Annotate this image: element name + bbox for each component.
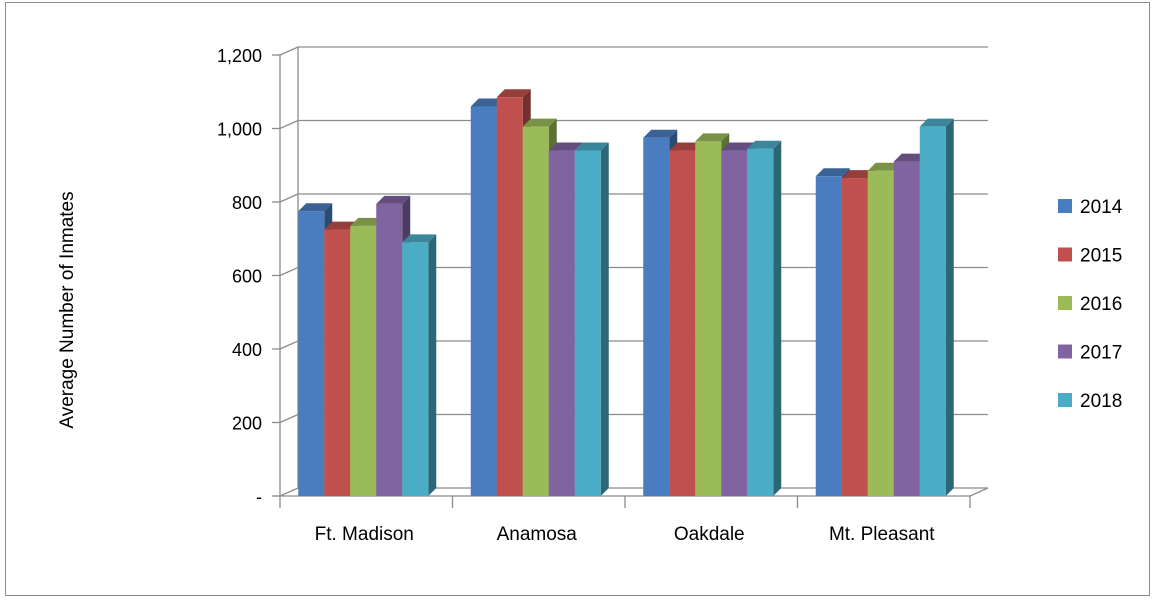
bar-top — [376, 195, 411, 204]
bar-front — [522, 126, 549, 496]
tick-labels: - 200 400 600 800 1,000 1,200 Ft. Madison Anamos… — [217, 46, 935, 545]
bar-front — [721, 150, 748, 497]
bar-front — [402, 242, 429, 496]
legend-label: 2018 — [1080, 391, 1122, 412]
bar-top — [496, 89, 531, 98]
y-tick-label: 1,200 — [217, 46, 262, 66]
legend-swatch — [1058, 296, 1072, 310]
bar-top — [350, 217, 385, 226]
gridline — [279, 46, 988, 56]
bar-front — [841, 178, 868, 497]
bar-front — [376, 203, 403, 496]
bar-top — [324, 221, 359, 230]
bar-top — [522, 118, 557, 127]
legend-swatch — [1058, 199, 1072, 213]
bar-front — [324, 229, 351, 496]
bar-top — [643, 129, 678, 138]
y-axis-label: Average Number of Inmates — [57, 191, 78, 428]
x-tick-label: Ft. Madison — [315, 524, 414, 545]
y-tick-label: 600 — [232, 267, 262, 287]
legend-swatch — [1058, 344, 1072, 359]
bar-side — [945, 118, 954, 496]
x-tick-label: Oakdale — [674, 524, 745, 545]
bars — [298, 89, 954, 497]
bar-front — [747, 148, 774, 496]
bar — [919, 118, 954, 496]
bar — [402, 234, 437, 497]
legend-label: 2017 — [1080, 343, 1122, 364]
legend-swatch — [1058, 247, 1072, 262]
bar-front — [298, 211, 325, 496]
bar-front — [919, 126, 946, 496]
bar-top — [574, 142, 609, 151]
bar-side — [428, 234, 437, 497]
bar-front — [815, 176, 842, 496]
bar-front — [893, 161, 920, 496]
legend-swatch — [1058, 393, 1072, 407]
legend: 2014 2015 2016 2017 2018 — [1058, 197, 1123, 412]
legend-label: 2014 — [1080, 197, 1123, 218]
y-tick-label: - — [256, 487, 262, 507]
gridline — [279, 119, 988, 130]
bar-front — [643, 137, 670, 496]
bar-top — [695, 133, 730, 142]
bar-front — [867, 170, 894, 496]
y-tick-label: 200 — [232, 414, 262, 434]
bar-side — [600, 142, 609, 497]
bar-front — [574, 150, 601, 497]
legend-label: 2016 — [1080, 294, 1122, 315]
bar-front — [470, 106, 497, 496]
bar-top — [298, 203, 333, 212]
bar-top — [470, 98, 505, 107]
bar-front — [496, 97, 523, 496]
floor-right-edge — [969, 487, 989, 497]
bar-top — [867, 162, 902, 171]
y-tick-label: 400 — [232, 340, 262, 360]
bar-top — [919, 118, 954, 127]
bar-top — [721, 142, 756, 151]
bar-front — [669, 150, 696, 497]
bar-top — [402, 234, 437, 243]
bar-side — [773, 140, 782, 496]
bar-front — [548, 150, 575, 497]
y-tick-label: 800 — [232, 193, 262, 213]
bar — [747, 140, 782, 496]
bar-front — [695, 141, 722, 497]
x-tick-label: Anamosa — [497, 524, 578, 545]
bar-top — [893, 153, 928, 162]
legend-label: 2015 — [1080, 246, 1122, 267]
bar — [574, 142, 609, 497]
bar-front — [350, 225, 377, 496]
y-tick-label: 1,000 — [217, 120, 262, 140]
bar-top — [815, 168, 850, 177]
bar-top — [548, 142, 583, 151]
bar-top — [747, 140, 782, 149]
bar-top — [841, 170, 876, 179]
bar-top — [669, 142, 704, 151]
x-tick-label: Mt. Pleasant — [829, 524, 935, 545]
